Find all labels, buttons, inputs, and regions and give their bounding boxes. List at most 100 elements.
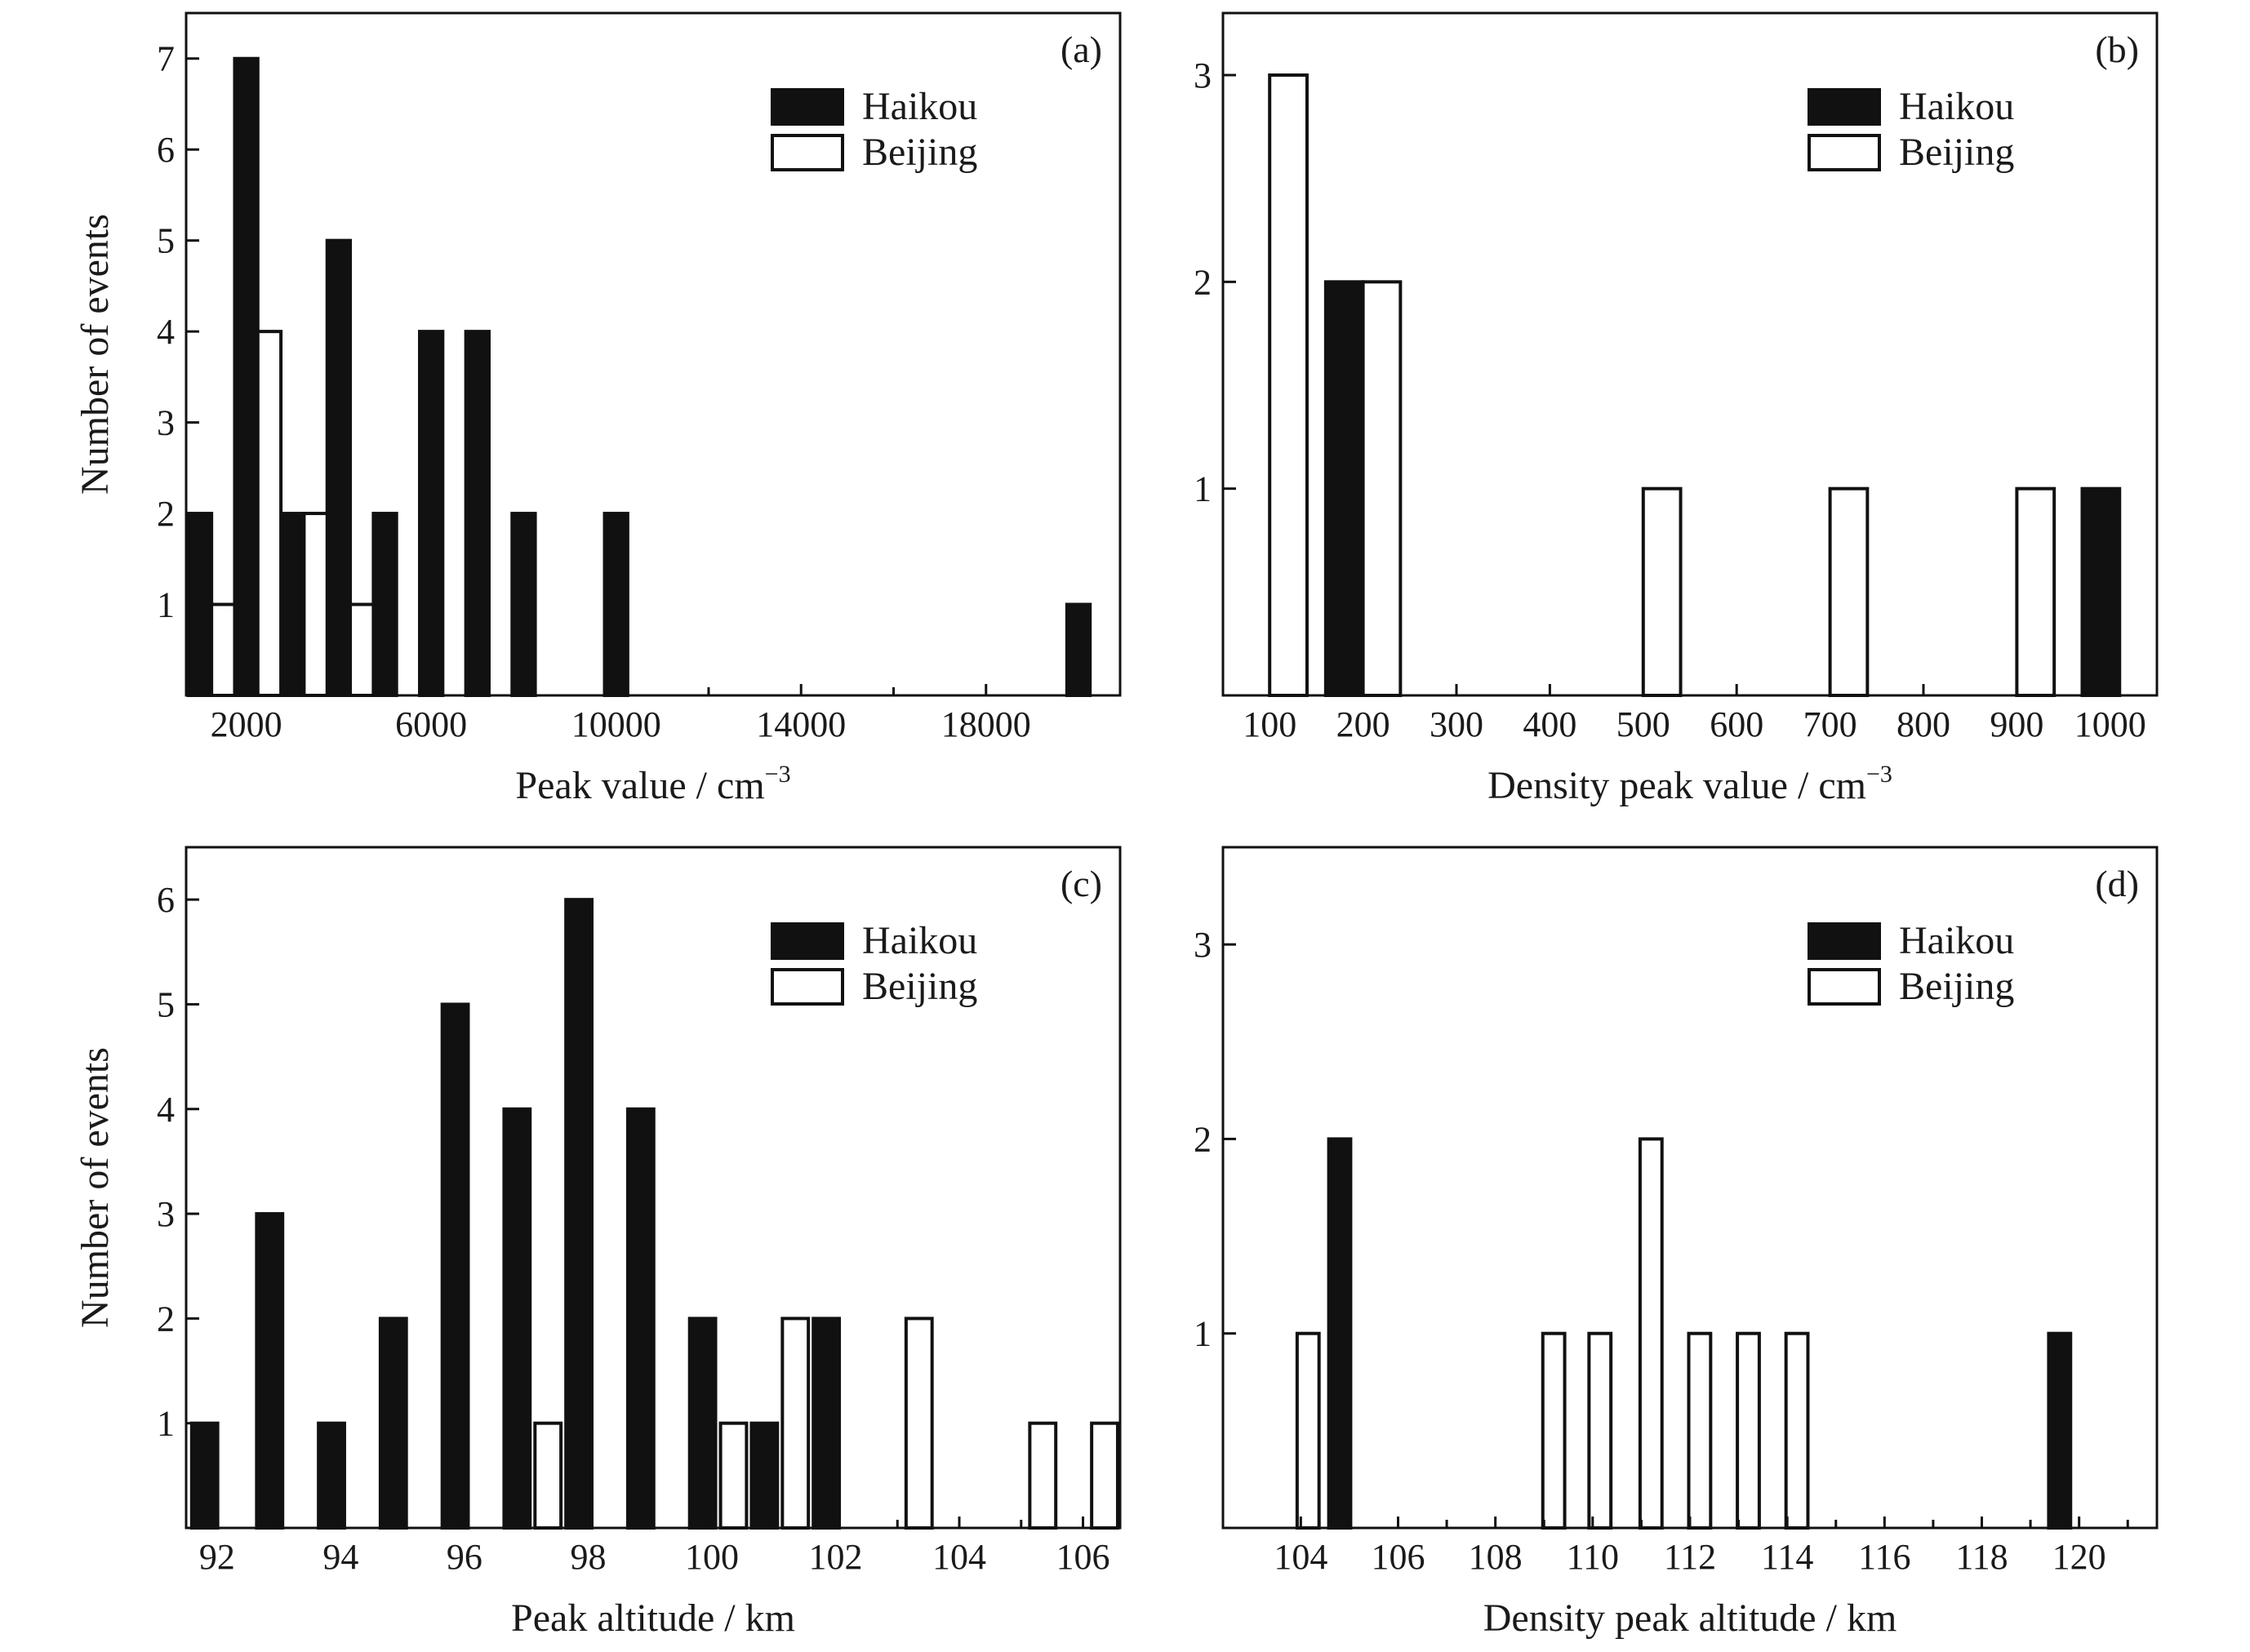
- plot-frame: [185, 11, 1122, 697]
- legend-swatch-beijing: [1808, 134, 1881, 171]
- bar-haikou-11: [812, 1317, 842, 1530]
- y-tick-label: 2: [1194, 262, 1212, 302]
- legend-swatch-beijing: [771, 968, 844, 1006]
- legend-swatch-haikou: [1808, 88, 1881, 126]
- plot-frame: [1221, 11, 2159, 697]
- series-beijing: [1268, 73, 2057, 698]
- bar-beijing-2: [1361, 280, 1403, 697]
- y-tick-label: 6: [157, 880, 175, 920]
- x-tick-label: 1000: [2074, 704, 2146, 744]
- bar-beijing-6: [1736, 1331, 1761, 1530]
- y-axis-title: Number of events: [73, 214, 117, 495]
- x-tick-label: 400: [1523, 704, 1576, 744]
- legend-label-beijing: Beijing: [862, 965, 977, 1008]
- y-tick-label: 3: [1194, 56, 1212, 95]
- y-tick-label: 5: [157, 984, 175, 1024]
- bar-beijing-1: [533, 1421, 563, 1530]
- x-tick-label: 94: [322, 1537, 358, 1577]
- bar-haikou-2: [2047, 1331, 2073, 1530]
- bar-beijing-1: [210, 602, 237, 697]
- bar-haikou-3: [279, 512, 306, 697]
- y-tick-label: 1: [157, 585, 175, 625]
- bar-haikou-9: [603, 512, 629, 697]
- bar-beijing-2: [718, 1421, 749, 1530]
- legend-label-haikou: Haikou: [862, 85, 977, 128]
- x-tick-label: 104: [1274, 1537, 1327, 1577]
- legend-label-haikou: Haikou: [1899, 85, 2014, 128]
- bar-haikou-8: [510, 512, 537, 697]
- bar-beijing-3: [302, 512, 329, 697]
- y-tick-label: 2: [157, 494, 175, 534]
- bar-haikou-1: [189, 1421, 220, 1530]
- bar-haikou-2: [2080, 486, 2122, 698]
- x-tick-label: 18000: [941, 704, 1031, 744]
- bar-beijing-5: [1687, 1331, 1713, 1530]
- legend-label-beijing: Beijing: [1899, 131, 2014, 174]
- x-tick-label: 106: [1372, 1537, 1425, 1577]
- legend-label-haikou: Haikou: [1899, 919, 2014, 962]
- series-beijing: [210, 330, 376, 697]
- legend-swatch-haikou: [771, 88, 844, 126]
- bar-beijing-1: [1295, 1331, 1321, 1530]
- y-tick-label: 2: [1194, 1119, 1212, 1159]
- bar-beijing-6: [1090, 1421, 1119, 1530]
- bar-haikou-1: [1323, 280, 1365, 697]
- bar-haikou-1: [1327, 1137, 1353, 1530]
- y-tick-label: 1: [157, 1404, 175, 1444]
- legend-swatch-haikou: [1808, 922, 1881, 960]
- x-tick-label: 500: [1616, 704, 1670, 744]
- bar-beijing-4: [1828, 486, 1870, 698]
- bar-haikou-5: [440, 1002, 470, 1530]
- bar-haikou-2: [255, 1212, 285, 1530]
- x-tick-label: 10000: [571, 704, 661, 744]
- y-tick-label: 7: [157, 39, 175, 79]
- panel-label: (d): [2095, 863, 2139, 904]
- x-tick-label: 900: [1990, 704, 2043, 744]
- x-tick-label: 116: [1858, 1537, 1910, 1577]
- plot-frame: [185, 846, 1122, 1530]
- bar-haikou-4: [325, 238, 353, 697]
- x-tick-label: 600: [1710, 704, 1763, 744]
- bar-beijing-2: [1541, 1331, 1567, 1530]
- x-tick-label: 6000: [395, 704, 467, 744]
- x-tick-label: 118: [1955, 1537, 2008, 1577]
- panel-label: (a): [1061, 29, 1102, 70]
- panel-label: (b): [2095, 29, 2139, 70]
- x-tick-label: 108: [1469, 1537, 1523, 1577]
- bar-beijing-3: [1587, 1331, 1613, 1530]
- chart-panel-2: 100 200 300 400 500 600 700 800 900 1000 1 2 3 Densit…: [1194, 11, 2159, 807]
- bar-haikou-6: [418, 330, 445, 697]
- x-tick-label: 800: [1896, 704, 1950, 744]
- x-axis-title: Density peak value / cm−3: [1487, 761, 1892, 807]
- x-tick-label: 700: [1803, 704, 1857, 744]
- chart-panel-4: 104 106 108 110 112 114 116 118 120 1 2 3 Density pe…: [1194, 846, 2159, 1640]
- bar-beijing-4: [904, 1317, 934, 1530]
- bar-haikou-10: [1065, 602, 1092, 697]
- bar-haikou-9: [687, 1317, 718, 1530]
- y-tick-label: 4: [157, 1090, 175, 1130]
- bar-haikou-7: [464, 330, 491, 697]
- legend-swatch-beijing: [771, 134, 844, 171]
- y-tick-label: 5: [157, 221, 175, 261]
- bar-beijing-5: [2015, 486, 2057, 698]
- x-axis-title: Density peak altitude / km: [1483, 1596, 1897, 1640]
- x-tick-label: 300: [1430, 704, 1483, 744]
- bar-beijing-1: [1268, 73, 1309, 697]
- bar-haikou-4: [378, 1317, 408, 1530]
- series-haikou: [1323, 280, 2122, 698]
- chart-panel-3: 92 94 96 98 100 102 104 106 1 2 3 4 5 6 Peak altitude …: [73, 846, 1122, 1640]
- bar-haikou-10: [749, 1421, 780, 1530]
- legend-swatch-beijing: [1808, 968, 1881, 1006]
- y-tick-label: 1: [1194, 469, 1212, 509]
- x-tick-label: 92: [199, 1537, 235, 1577]
- bar-haikou-3: [317, 1421, 346, 1530]
- x-axis-title: Peak altitude / km: [511, 1596, 795, 1640]
- bar-beijing-4: [349, 602, 376, 697]
- x-tick-label: 200: [1336, 704, 1390, 744]
- panel-label: (c): [1061, 863, 1102, 904]
- bar-haikou-6: [502, 1107, 532, 1530]
- x-tick-label: 112: [1664, 1537, 1716, 1577]
